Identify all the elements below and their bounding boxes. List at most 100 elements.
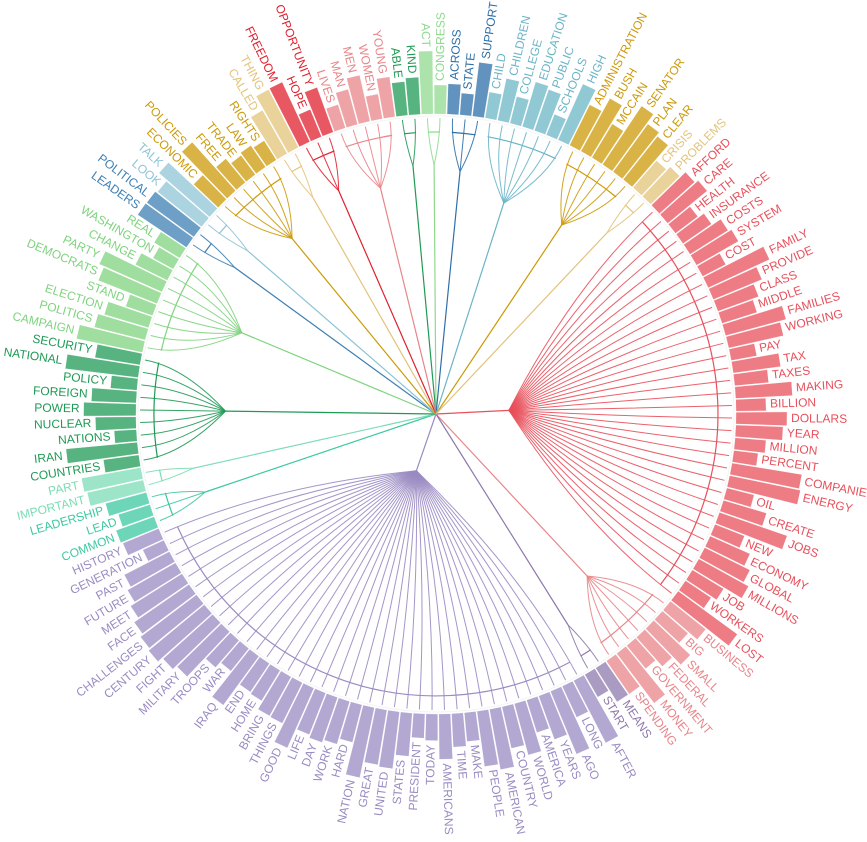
word-bar: [94, 313, 149, 341]
leaf-branch: [508, 409, 725, 481]
leaf-branch: [192, 244, 235, 268]
word-label: AMERICANS: [440, 763, 456, 835]
word-bar: [378, 709, 400, 770]
word-bar: [309, 693, 338, 743]
word-label: CONGRESS: [433, 12, 448, 81]
word-bar: [418, 50, 434, 115]
word-bar: [110, 375, 139, 391]
word-bar: [719, 499, 767, 527]
word-label: KIND: [403, 44, 419, 74]
word-bar: [127, 562, 182, 603]
word-label: NATIONS: [58, 429, 111, 447]
leaf-branch: [179, 265, 243, 334]
leaf-branch: [508, 409, 722, 493]
word-label: MAKING: [795, 377, 843, 394]
leaf-branch: [317, 142, 340, 191]
leaf-branch: [227, 470, 417, 626]
leaf-branch: [508, 410, 672, 594]
word-bar: [642, 166, 681, 205]
leaf-branch: [508, 409, 732, 432]
leaf-branch: [508, 306, 713, 411]
word-bar: [446, 83, 462, 116]
word-bar: [424, 713, 439, 741]
word-bar: [105, 492, 150, 517]
word-bar: [230, 155, 256, 182]
word-label: PRESIDENT: [406, 741, 424, 811]
word-bar: [734, 424, 784, 441]
word-bar: [339, 701, 363, 743]
leaf-branch: [287, 470, 417, 671]
leaf-branch: [508, 283, 703, 411]
word-bar: [509, 96, 530, 127]
word-label: POLICY: [63, 369, 108, 387]
word-bar: [391, 81, 409, 117]
leaf-branch: [459, 119, 466, 172]
word-bar: [65, 441, 139, 464]
word-bar: [734, 381, 793, 399]
word-bar: [253, 140, 277, 167]
cluster-branch: [379, 188, 437, 415]
word-label: STATE: [460, 52, 478, 90]
word-label: ABLE: [388, 47, 405, 79]
word-bar: [636, 629, 673, 667]
inner-ring: [137, 115, 735, 713]
leaf-branch: [586, 575, 656, 613]
word-bar: [270, 676, 303, 724]
word-bar: [115, 516, 159, 544]
word-bar: [733, 437, 767, 454]
leaf-branch: [560, 151, 574, 226]
leaf-branch: [328, 137, 340, 191]
word-bar: [97, 267, 162, 305]
word-label: CHILD: [489, 52, 509, 90]
leaf-branch: [200, 234, 236, 268]
leaf-branch: [508, 409, 733, 419]
leaf-branch: [158, 311, 242, 334]
leaf-branch: [141, 384, 226, 412]
cluster-branch: [435, 171, 461, 415]
word-bar: [76, 324, 146, 353]
word-bar: [723, 487, 755, 508]
leaf-branch: [561, 163, 596, 226]
word-bar: [205, 632, 240, 668]
cluster-arc: [176, 526, 571, 697]
word-bar: [376, 76, 396, 119]
word-bar: [364, 707, 388, 766]
leaf-branch: [144, 359, 226, 412]
leaf-branch: [252, 180, 293, 239]
cluster-branch: [412, 166, 437, 415]
cluster-branch: [205, 413, 437, 493]
leaf-branch: [508, 392, 732, 411]
leaf-branch: [246, 470, 417, 643]
word-bar: [133, 584, 197, 635]
word-bar: [125, 294, 157, 316]
word-bar: [220, 640, 250, 672]
leaf-branch: [508, 409, 731, 444]
word-bar: [176, 623, 230, 677]
word-bar: [489, 706, 515, 770]
leaf-branch: [210, 470, 417, 607]
word-bar: [534, 89, 562, 135]
leaf-branch: [380, 121, 392, 189]
leaf-branch: [415, 470, 433, 711]
word-bar: [595, 661, 629, 703]
word-bar: [550, 686, 590, 755]
leaf-branch: [364, 126, 381, 189]
leaf-branch: [406, 470, 418, 709]
leaf-branch: [561, 157, 585, 226]
leaf-branch: [162, 299, 242, 334]
word-bar: [123, 551, 176, 588]
word-bar: [103, 454, 141, 473]
leaf-branch: [508, 261, 691, 411]
leaf-branch: [433, 117, 441, 166]
word-bar: [146, 191, 202, 238]
cluster-branch: [435, 202, 505, 415]
leaf-branch: [148, 467, 194, 486]
cluster-branch: [312, 197, 437, 415]
word-bar: [438, 713, 453, 760]
word-bar: [632, 160, 667, 196]
leaf-branch: [381, 470, 417, 706]
leaf-branch: [451, 118, 461, 172]
word-bar: [152, 246, 180, 270]
word-bar: [584, 668, 609, 698]
leaf-branch: [567, 624, 599, 662]
